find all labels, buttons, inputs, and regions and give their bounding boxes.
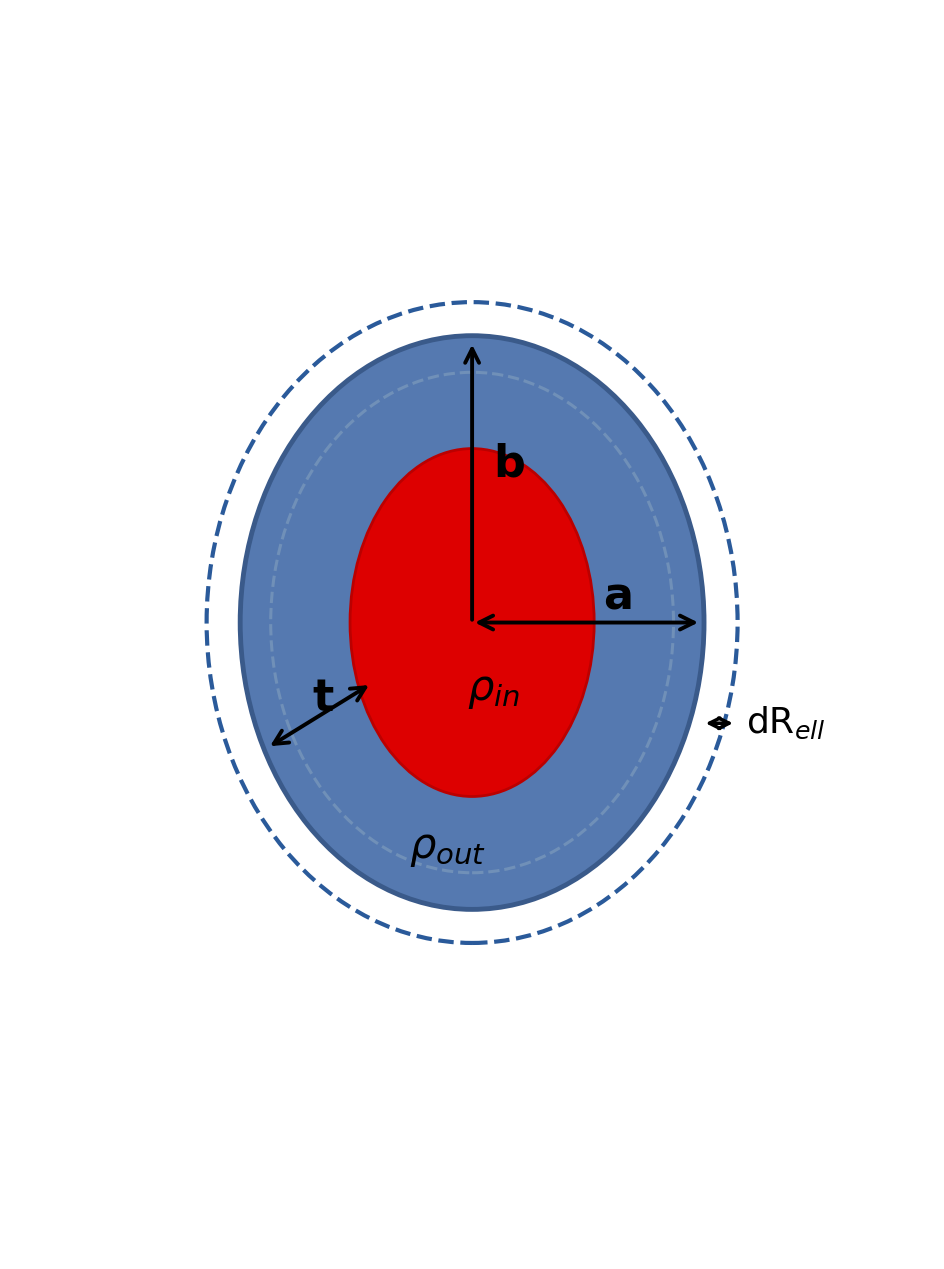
Ellipse shape xyxy=(349,449,594,797)
Text: dR$_{ell}$: dR$_{ell}$ xyxy=(745,706,824,741)
Text: $\rho_{out}$: $\rho_{out}$ xyxy=(409,827,486,869)
Text: a: a xyxy=(603,575,632,618)
Text: $\rho_{in}$: $\rho_{in}$ xyxy=(466,669,519,711)
Text: b: b xyxy=(493,443,525,485)
Text: t: t xyxy=(312,678,333,721)
Ellipse shape xyxy=(240,336,703,910)
